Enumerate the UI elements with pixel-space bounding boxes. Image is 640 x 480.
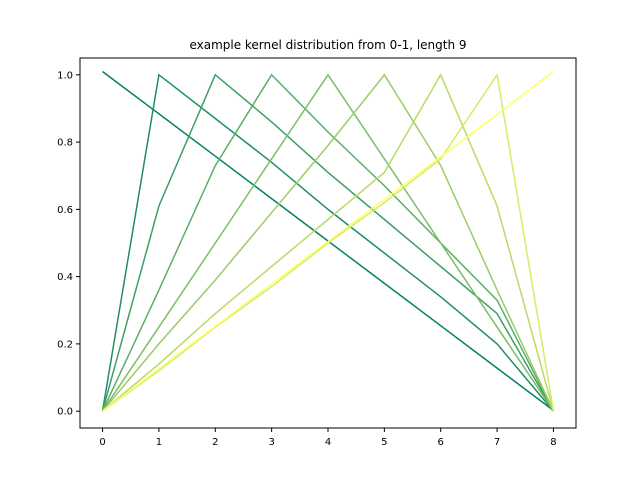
series-line-1	[101, 73, 555, 412]
y-tick-label: 0.0	[57, 407, 73, 418]
y-axis: 0.0 0.2 0.4 0.6 0.8 1.0	[57, 70, 80, 418]
y-tick-label: 0.4	[57, 272, 73, 283]
x-tick-label: 4	[325, 437, 331, 448]
series-line-5	[101, 73, 555, 412]
x-tick-label: 5	[381, 437, 387, 448]
x-tick-label: 3	[268, 437, 274, 448]
y-tick-label: 0.8	[57, 138, 73, 149]
x-axis: 0 1 2 3 4 5 6 7 8	[99, 428, 557, 448]
y-tick-label: 0.6	[57, 205, 73, 216]
x-tick-label: 2	[212, 437, 218, 448]
series-line-7	[102, 72, 555, 412]
series-layer	[101, 70, 555, 412]
x-tick-label: 0	[99, 437, 105, 448]
y-tick-label: 1.0	[57, 70, 73, 81]
series-line-8	[102, 70, 554, 412]
x-tick-label: 1	[156, 437, 162, 448]
series-line-3	[101, 73, 555, 412]
chart-title: example kernel distribution from 0-1, le…	[189, 38, 466, 52]
x-tick-label: 8	[550, 437, 556, 448]
x-tick-label: 7	[494, 437, 500, 448]
series-line-6	[102, 73, 555, 412]
x-tick-label: 6	[438, 437, 444, 448]
y-tick-label: 0.2	[57, 339, 73, 350]
series-line-4	[101, 73, 555, 412]
